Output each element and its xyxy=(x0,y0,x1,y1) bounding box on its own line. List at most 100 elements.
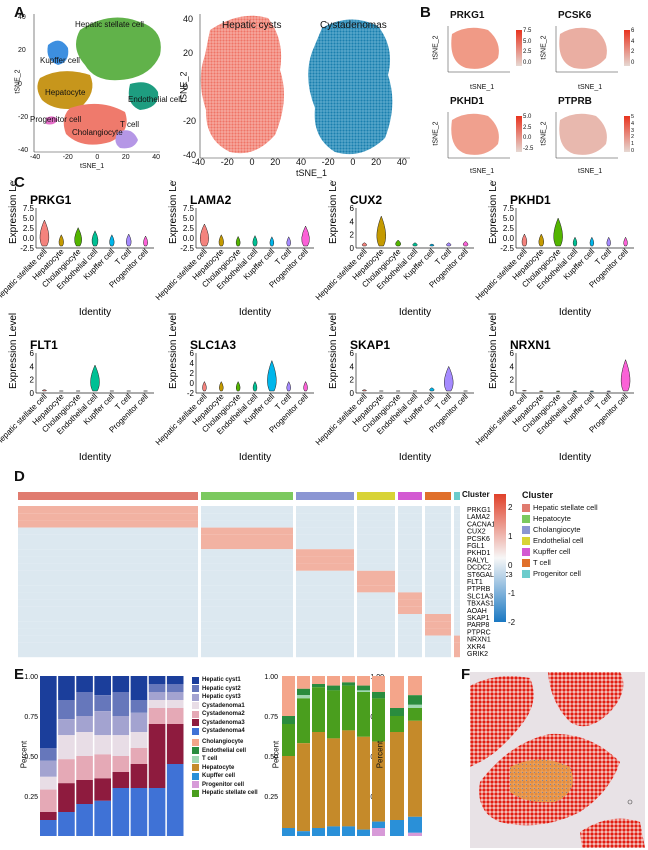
stack-segment xyxy=(130,788,148,836)
violin xyxy=(606,236,611,247)
stack-segment xyxy=(342,826,355,836)
y-tick-label: 6 xyxy=(350,204,355,213)
gene-name: PTPRB xyxy=(558,96,592,107)
heatmap-gene-label: TBXAS1 xyxy=(467,601,494,608)
stack-segment xyxy=(282,828,295,836)
cluster-bar xyxy=(18,492,198,500)
stack-segment xyxy=(94,676,111,696)
violin-ylabel: Expression Level xyxy=(168,180,179,244)
stack-segment xyxy=(297,695,310,699)
heatmap-cell xyxy=(425,635,451,643)
heatmap-cell xyxy=(425,614,451,622)
violin-title: FLT1 xyxy=(30,338,58,352)
y-tick-label: 2 xyxy=(190,369,195,378)
violin xyxy=(109,234,115,247)
heatmap-cell xyxy=(425,642,451,650)
legend-label: Cystadenoma4 xyxy=(202,728,245,735)
violin xyxy=(301,225,310,247)
stack-segment xyxy=(58,676,75,700)
heatmap-cell xyxy=(425,599,451,607)
heatmap-cell xyxy=(425,527,451,535)
legend-label: Cystadenoma3 xyxy=(202,719,245,726)
cluster-bar xyxy=(425,492,451,500)
stack-segment xyxy=(40,812,57,820)
stack-segment xyxy=(312,684,325,688)
stack-segment xyxy=(342,685,355,731)
legend-item: Cystadenoma4 xyxy=(192,727,245,736)
heatmap-cell xyxy=(201,599,293,607)
legend-label: Hepatic stellate cell xyxy=(533,503,598,512)
legend-swatch xyxy=(192,702,199,710)
stack-segment xyxy=(148,788,166,836)
cluster-bar xyxy=(398,492,422,500)
b-ylabel-4: tSNE_2 xyxy=(540,121,548,146)
y-tick-label: 2 xyxy=(350,376,355,385)
violin xyxy=(444,365,454,392)
y-tick-label: 2.5 xyxy=(183,224,195,233)
stack-segment xyxy=(166,764,184,836)
y-tick-label: 4 xyxy=(350,362,355,371)
legend-swatch xyxy=(522,503,530,512)
heatmap-cell xyxy=(18,599,198,607)
stack-segment xyxy=(372,698,385,742)
heatmap-cell xyxy=(18,628,198,636)
stack-segment xyxy=(327,738,340,827)
title-cystadenomas: Cystadenomas xyxy=(320,20,387,31)
heatmap-cell xyxy=(398,527,422,535)
stack-segment xyxy=(390,820,404,836)
violin xyxy=(235,235,241,247)
heatmap-cell xyxy=(18,585,198,593)
heatmap-cell xyxy=(357,642,395,650)
stack-segment xyxy=(327,685,340,691)
heatmap-cell xyxy=(296,534,354,542)
legend-swatch xyxy=(192,747,199,755)
heatmap-cell xyxy=(296,578,354,586)
heatmap-cell xyxy=(425,506,451,514)
heatmap-cell xyxy=(454,614,460,622)
heatmap-cell xyxy=(296,621,354,629)
stack-segment xyxy=(357,676,370,686)
heatmap-gene-label: PTPRC xyxy=(467,629,491,636)
heatmap-cell xyxy=(296,563,354,571)
heatmap-cell xyxy=(454,606,460,614)
y-tick-label: 4 xyxy=(510,362,515,371)
heatmap-cell xyxy=(398,642,422,650)
violin-ylabel: Expression Level xyxy=(8,313,19,389)
y-tick-label: 0.0 xyxy=(23,234,35,243)
panel-label-a: A xyxy=(14,4,25,21)
heatmap-cell xyxy=(425,621,451,629)
stack-segment xyxy=(372,692,385,699)
legend-item: Progenitor cell xyxy=(522,568,598,579)
violin xyxy=(522,390,527,392)
violin xyxy=(202,380,207,392)
heatmap-cell xyxy=(201,534,293,542)
heatmap-cell xyxy=(454,650,460,658)
b-xlabel-4: tSNE_1 xyxy=(578,168,603,175)
stack-segment xyxy=(166,684,184,692)
heatmap-cell xyxy=(454,520,460,528)
legend-item: Hepatic stellate cell xyxy=(522,502,598,513)
e-ytick: 0.50 xyxy=(24,754,38,761)
stack-segment xyxy=(408,704,422,708)
heatmap-gene-label: SLC1A3 xyxy=(467,593,493,600)
heatmap-cell xyxy=(425,563,451,571)
violin xyxy=(267,359,277,392)
violin xyxy=(446,242,452,247)
heatmap-cell xyxy=(398,513,422,521)
heatmap-cell xyxy=(201,563,293,571)
legend-swatch xyxy=(192,738,199,746)
heatmap-cell xyxy=(398,520,422,528)
stack-segment xyxy=(148,700,166,708)
heatmap-cell xyxy=(296,570,354,578)
heatmap-cell xyxy=(398,506,422,514)
heatmap-cell xyxy=(18,556,198,564)
stack-segment xyxy=(357,685,370,691)
stack-segment xyxy=(390,676,404,708)
violin xyxy=(303,380,308,392)
y-tick-label: -2 xyxy=(187,389,195,398)
label-progenitor: Progenitor cell xyxy=(30,115,82,124)
violin xyxy=(199,223,209,247)
